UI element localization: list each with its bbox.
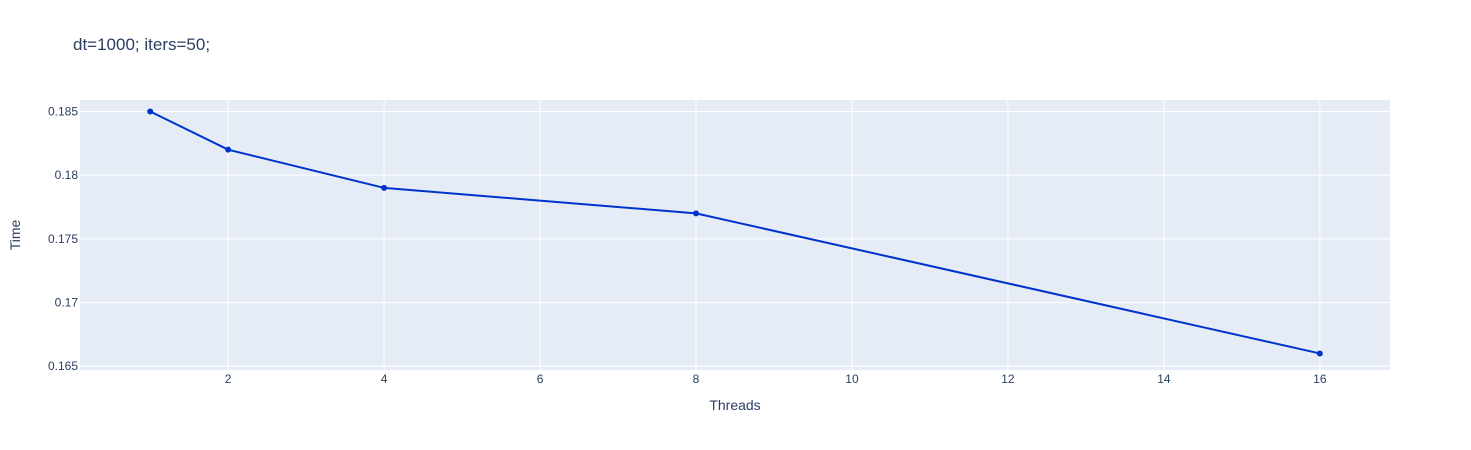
x-tick-label: 4 — [381, 372, 388, 386]
y-tick-label: 0.18 — [55, 168, 79, 182]
grid-lines — [80, 100, 1390, 370]
x-tick-label: 12 — [1001, 372, 1015, 386]
y-axis-title: Time — [7, 219, 23, 250]
data-point — [1316, 350, 1323, 357]
x-tick-label: 6 — [537, 372, 544, 386]
series-group — [147, 108, 1323, 357]
plot-area — [80, 100, 1390, 370]
data-point — [147, 108, 154, 115]
y-tick-labels: 0.165 0.17 0.175 0.18 0.185 — [48, 104, 78, 373]
y-tick-label: 0.165 — [48, 359, 78, 373]
y-tick-label: 0.17 — [55, 296, 79, 310]
data-point — [381, 184, 388, 191]
x-tick-label: 8 — [693, 372, 700, 386]
x-tick-label: 2 — [225, 372, 232, 386]
y-tick-label: 0.185 — [48, 104, 78, 118]
chart-title: dt=1000; iters=50; — [73, 35, 210, 54]
data-point — [225, 146, 232, 153]
x-tick-label: 14 — [1157, 372, 1171, 386]
y-tick-label: 0.175 — [48, 232, 78, 246]
x-axis-title: Threads — [709, 397, 760, 413]
data-point — [693, 210, 700, 217]
x-tick-labels: 2 4 6 8 10 12 14 16 — [225, 372, 1327, 386]
x-tick-label: 16 — [1313, 372, 1327, 386]
x-tick-label: 10 — [845, 372, 859, 386]
